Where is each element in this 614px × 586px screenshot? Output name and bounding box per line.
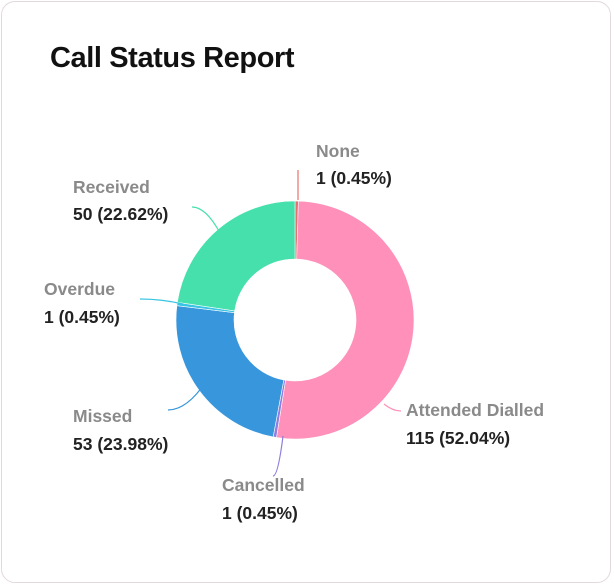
slice-labels: None 1 (0.45%) Attended Dialled 115 (52.04%…	[44, 141, 544, 523]
leader-line-missed	[167, 379, 208, 411]
donut-slice-received[interactable]	[176, 200, 296, 312]
leader-lines	[139, 170, 402, 477]
leader-line-received	[191, 206, 221, 234]
slice-label-received: Received	[73, 177, 150, 197]
slice-label-missed: Missed	[73, 406, 132, 426]
slice-label-none: None	[316, 141, 360, 161]
slice-label-overdue: Overdue	[44, 279, 115, 299]
chart-title: Call Status Report	[50, 42, 295, 74]
slice-value-missed: 53 (23.98%)	[73, 434, 168, 454]
leader-line-attended-dialled	[383, 403, 402, 412]
slice-label-attended-dialled: Attended Dialled	[406, 400, 544, 420]
slice-value-none: 1 (0.45%)	[316, 168, 392, 188]
donut-slices	[175, 200, 415, 440]
slice-value-attended-dialled: 115 (52.04%)	[406, 428, 510, 448]
leader-line-cancelled	[272, 435, 284, 477]
donut-slice-attended-dialled[interactable]	[276, 200, 415, 440]
leader-line-overdue	[139, 298, 184, 305]
slice-value-overdue: 1 (0.45%)	[44, 307, 120, 327]
slice-value-cancelled: 1 (0.45%)	[222, 503, 298, 523]
donut-slice-missed[interactable]	[175, 305, 285, 438]
slice-label-cancelled: Cancelled	[222, 475, 305, 495]
slice-value-received: 50 (22.62%)	[73, 204, 168, 224]
